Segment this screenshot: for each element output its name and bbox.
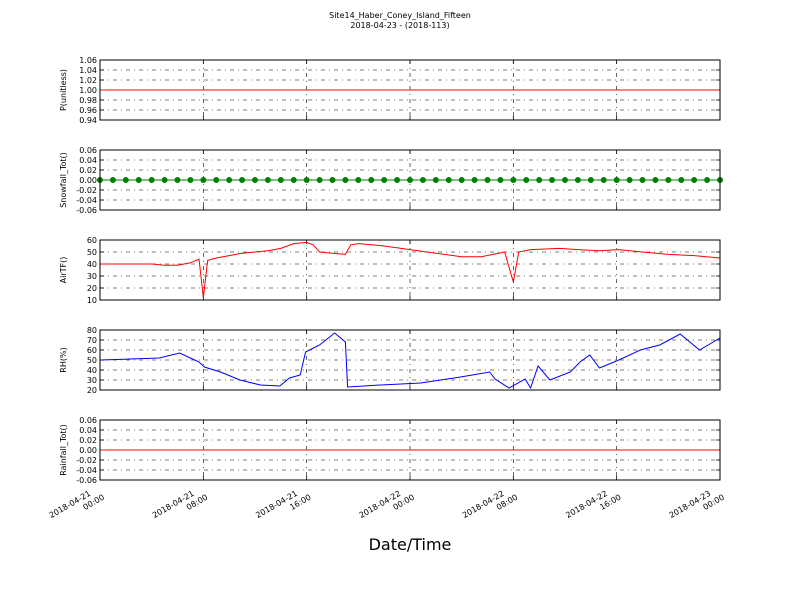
data-point: [587, 177, 594, 183]
y-tick-label: -0.02: [76, 456, 97, 465]
data-point: [484, 177, 491, 183]
y-tick-label: 60: [87, 236, 97, 245]
data-point: [432, 177, 439, 183]
data-point: [122, 177, 129, 183]
y-tick-label: 70: [87, 336, 97, 345]
plot-frame: [99, 149, 721, 211]
data-point: [187, 177, 194, 183]
data-point: [652, 177, 659, 183]
data-point: [135, 177, 142, 183]
y-tick-label: 0.06: [79, 146, 97, 155]
data-point: [471, 177, 478, 183]
y-axis-label: P(unitless): [59, 69, 68, 111]
plot-frame: [99, 239, 721, 301]
data-point: [342, 177, 349, 183]
y-axis-label: RH(%): [59, 347, 68, 372]
y-tick-label: 20: [87, 386, 97, 395]
data-point: [665, 177, 672, 183]
y-axis-label: AirTF(): [59, 257, 68, 284]
plot-frame: [99, 419, 721, 481]
y-tick-label: 0.02: [79, 436, 97, 445]
y-tick-label: 40: [87, 366, 97, 375]
data-point: [497, 177, 504, 183]
x-axis-label: Date/Time: [369, 535, 452, 554]
data-point: [264, 177, 271, 183]
y-axis-label: Rainfall_Tot(): [59, 424, 68, 476]
y-tick-label: -0.04: [76, 466, 97, 475]
data-point: [303, 177, 310, 183]
y-tick-label: 0.02: [79, 166, 97, 175]
data-point: [613, 177, 620, 183]
data-point: [639, 177, 646, 183]
plot-frame: [99, 329, 721, 391]
data-point: [407, 177, 413, 183]
data-point: [458, 177, 465, 183]
data-line: [100, 241, 721, 298]
y-tick-label: 0.96: [79, 106, 97, 115]
data-point: [562, 177, 568, 183]
y-tick-label: 50: [87, 248, 97, 257]
y-tick-label: 0.00: [79, 176, 97, 185]
y-tick-label: 0.06: [79, 416, 97, 425]
data-point: [148, 177, 155, 183]
data-point: [394, 177, 401, 183]
data-point: [174, 177, 181, 183]
y-tick-label: 0.04: [79, 426, 97, 435]
data-point: [445, 177, 452, 183]
y-tick-label: 1.06: [79, 56, 97, 65]
data-point: [704, 177, 711, 183]
chart-subtitle: 2018-04-23 - (2018-113): [350, 21, 449, 30]
y-tick-label: 0.94: [79, 116, 97, 125]
data-point: [200, 177, 207, 183]
y-tick-label: 30: [87, 272, 97, 281]
y-tick-label: 1.04: [79, 66, 97, 75]
data-point: [213, 177, 220, 183]
y-tick-label: -0.02: [76, 186, 97, 195]
data-point: [691, 177, 698, 183]
data-point: [381, 177, 388, 183]
data-point: [290, 177, 297, 183]
data-point: [355, 177, 362, 183]
y-tick-label: 40: [87, 260, 97, 269]
data-point: [510, 177, 517, 183]
y-tick-label: 0.00: [79, 446, 97, 455]
y-tick-label: -0.06: [76, 476, 97, 485]
data-point: [368, 177, 375, 183]
y-tick-label: -0.04: [76, 196, 97, 205]
data-line: [99, 332, 721, 390]
data-point: [316, 177, 323, 183]
data-point: [678, 177, 685, 183]
data-point: [536, 177, 543, 183]
data-point: [523, 177, 530, 183]
data-point: [277, 177, 284, 183]
chart-title: Site14_Haber_Coney_Island_Fifteen: [329, 11, 471, 20]
data-point: [239, 177, 246, 183]
y-tick-label: 20: [87, 284, 97, 293]
y-tick-label: 80: [87, 326, 97, 335]
data-point: [226, 177, 233, 183]
y-tick-label: 50: [87, 356, 97, 365]
data-point: [252, 177, 258, 183]
y-tick-label: 1.02: [79, 76, 97, 85]
y-axis-label: Snowfall_Tot(): [59, 152, 68, 208]
data-point: [600, 177, 607, 183]
y-tick-label: -0.06: [76, 206, 97, 215]
data-point: [626, 177, 633, 183]
y-tick-label: 1.00: [79, 86, 97, 95]
data-point: [574, 177, 581, 183]
data-point: [419, 177, 426, 183]
y-tick-label: 30: [87, 376, 97, 385]
data-point: [549, 177, 556, 183]
y-tick-label: 60: [87, 346, 97, 355]
data-point: [161, 177, 168, 183]
data-point: [329, 177, 336, 183]
y-tick-label: 0.98: [79, 96, 97, 105]
data-point: [109, 177, 116, 183]
y-tick-label: 10: [87, 296, 97, 305]
y-tick-label: 0.04: [79, 156, 97, 165]
plot-frame: [99, 59, 721, 121]
